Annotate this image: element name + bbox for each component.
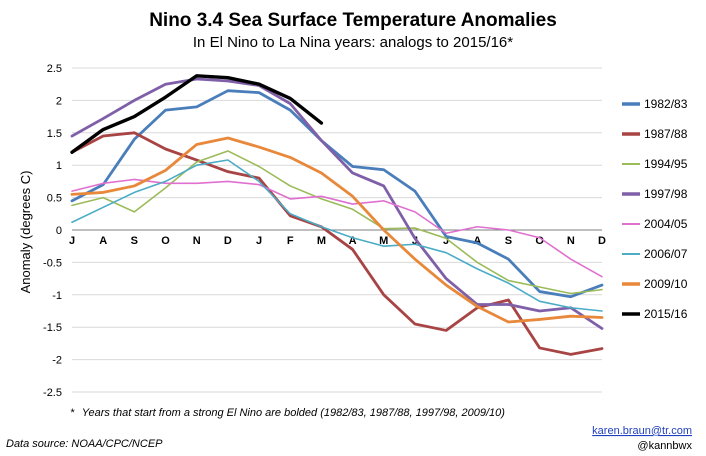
- legend-label: 1997/98: [644, 187, 688, 201]
- y-tick-label: 0: [56, 225, 62, 237]
- legend-label: 2006/07: [644, 247, 688, 261]
- x-tick-label: A: [99, 235, 107, 247]
- y-tick-label: 1: [56, 160, 62, 172]
- x-tick-label: D: [598, 235, 606, 247]
- x-tick-label: J: [69, 235, 75, 247]
- y-tick-label: -1.5: [43, 322, 62, 334]
- legend-label: 2004/05: [644, 217, 688, 231]
- series-line-2009-10: [70, 136, 604, 324]
- x-tick-label: M: [317, 235, 326, 247]
- footnote: * Years that start from a strong El Nino…: [70, 403, 505, 420]
- y-tick-label: -1: [52, 290, 62, 302]
- y-axis-label: Anomaly (degrees C): [18, 171, 33, 294]
- credit-handle: @kannbwx: [637, 440, 692, 452]
- y-tick-label: 2.5: [47, 63, 62, 75]
- y-tick-label: 1.5: [47, 128, 62, 140]
- legend-label: 1982/83: [644, 97, 688, 111]
- legend-label: 2015/16: [644, 307, 688, 321]
- series-line-1982-83: [70, 89, 604, 299]
- gridlines: [72, 67, 602, 393]
- y-tick-label: -2: [52, 355, 62, 367]
- footnote-text: Years that start from a strong El Nino a…: [82, 407, 506, 419]
- x-tick-label: N: [193, 235, 201, 247]
- chart-title: Nino 3.4 Sea Surface Temperature Anomali…: [149, 10, 557, 31]
- x-tick-label: J: [256, 235, 262, 247]
- footnote-marker: *: [70, 407, 75, 419]
- legend-label: 2009/10: [644, 277, 688, 291]
- legend: 1982/83 1987/88 1994/95 1997/98 2004/05 2006/…: [622, 97, 688, 321]
- legend-label: 1994/95: [644, 157, 688, 171]
- x-tick-label: A: [349, 235, 357, 247]
- y-tick-label: -2.5: [43, 387, 62, 399]
- series-lines: [70, 74, 604, 356]
- x-tick-label: J: [443, 235, 449, 247]
- x-tick-label: F: [287, 235, 294, 247]
- x-tick-label: O: [161, 235, 170, 247]
- y-tick-label: 2: [56, 95, 62, 107]
- x-tick-label: J: [412, 235, 418, 247]
- x-tick-label: S: [131, 235, 138, 247]
- y-axis-ticks: 2.5 2 1.5 1 0.5 0 -0.5 -1 -1.5 -2 -2.5: [43, 63, 62, 399]
- series-line-1987-88: [70, 131, 604, 356]
- x-tick-label: O: [535, 235, 544, 247]
- x-tick-label: D: [224, 235, 232, 247]
- credit-email-link[interactable]: karen.braun@tr.com: [592, 425, 692, 437]
- series-line-2006-07: [71, 159, 603, 312]
- series-line-1994-95: [71, 150, 603, 295]
- y-tick-label: -0.5: [43, 257, 62, 269]
- x-tick-label: N: [567, 235, 575, 247]
- x-tick-label: A: [473, 235, 481, 247]
- x-tick-label: M: [379, 235, 388, 247]
- y-tick-label: 0.5: [47, 193, 62, 205]
- x-tick-label: S: [505, 235, 512, 247]
- chart-subtitle: In El Nino to La Nina years: analogs to …: [193, 34, 513, 51]
- data-source: Data source: NOAA/CPC/NCEP: [6, 438, 163, 450]
- legend-label: 1987/88: [644, 127, 688, 141]
- series-line-2015-16: [70, 74, 324, 154]
- series-line-1997-98: [70, 77, 604, 330]
